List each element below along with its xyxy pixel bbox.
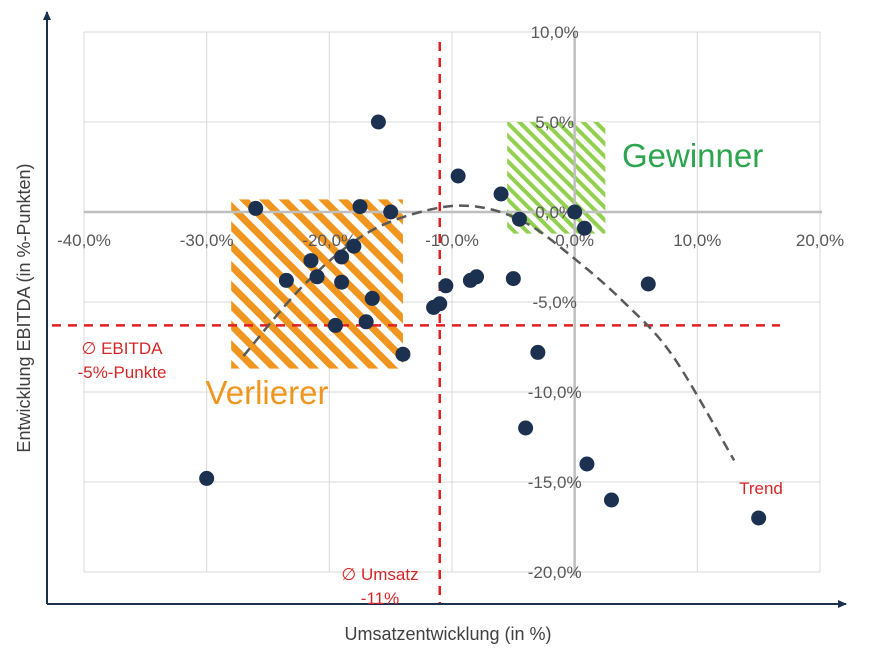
data-point	[334, 249, 350, 265]
umsatz-avg-label: ∅ Umsatz	[341, 565, 418, 584]
zero-axes	[84, 32, 822, 576]
data-point	[567, 204, 583, 220]
data-point	[469, 269, 485, 285]
x-tick-label: 20,0%	[796, 231, 844, 250]
x-tick-labels: -40,0% -30,0% -20,0% -10,0% 0,0% 10,0% 20,0%	[57, 231, 844, 250]
data-point	[640, 276, 656, 292]
y-tick-label: -5,0%	[532, 293, 576, 312]
y-axis-title: Entwicklung EBITDA (in %-Punkten)	[14, 163, 34, 452]
data-point	[450, 168, 466, 184]
data-point	[199, 470, 215, 486]
ebitda-avg-value: -5%-Punkte	[78, 363, 167, 382]
y-tick-label: 0,0%	[535, 203, 574, 222]
data-point	[603, 492, 619, 508]
data-point	[493, 186, 509, 202]
x-tick-label: -40,0%	[57, 231, 111, 250]
data-point	[358, 314, 374, 330]
data-points	[199, 114, 767, 526]
data-point	[518, 420, 534, 436]
y-tick-label: -10,0%	[528, 383, 582, 402]
data-point	[505, 271, 521, 287]
data-point	[579, 456, 595, 472]
data-point	[364, 290, 380, 306]
x-tick-label: 10,0%	[673, 231, 721, 250]
data-point	[352, 199, 368, 215]
y-tick-label: 10,0%	[531, 23, 579, 42]
x-tick-label: -30,0%	[180, 231, 234, 250]
x-tick-label: -20,0%	[302, 231, 356, 250]
y-tick-labels: 10,0% 5,0% 0,0% -5,0% -10,0% -15,0% -20,0%	[528, 23, 582, 582]
umsatz-avg-value: -11%	[361, 589, 399, 608]
data-point	[370, 114, 386, 130]
y-tick-label: -15,0%	[528, 473, 582, 492]
data-point	[346, 238, 362, 254]
zone-label-gewinner: Gewinner	[622, 137, 763, 174]
ebitda-avg-label: ∅ EBITDA	[82, 339, 164, 358]
gridlines	[83, 31, 821, 573]
y-tick-label: 5,0%	[535, 113, 574, 132]
data-point	[327, 317, 343, 333]
x-tick-label: 0,0%	[555, 231, 594, 250]
zone-label-verlierer: Verlierer	[206, 374, 329, 411]
data-point	[334, 274, 350, 290]
reference-lines	[52, 42, 780, 604]
data-point	[438, 278, 454, 294]
data-point	[530, 344, 546, 360]
x-tick-label: -10,0%	[425, 231, 479, 250]
data-point	[511, 211, 527, 227]
data-point	[248, 200, 264, 216]
data-point	[432, 296, 448, 312]
data-point	[751, 510, 767, 526]
data-point	[278, 272, 294, 288]
data-point	[395, 346, 411, 362]
zones	[231, 122, 606, 369]
data-point	[576, 220, 592, 236]
frame-axes	[43, 11, 847, 608]
trend-label: Trend	[739, 479, 783, 498]
x-axis-title: Umsatzentwicklung (in %)	[344, 624, 551, 644]
trend-curve	[242, 204, 736, 462]
trend-line	[242, 204, 736, 462]
data-point	[303, 253, 319, 269]
data-point	[383, 204, 399, 220]
y-tick-label: -20,0%	[528, 563, 582, 582]
data-point	[309, 269, 325, 285]
